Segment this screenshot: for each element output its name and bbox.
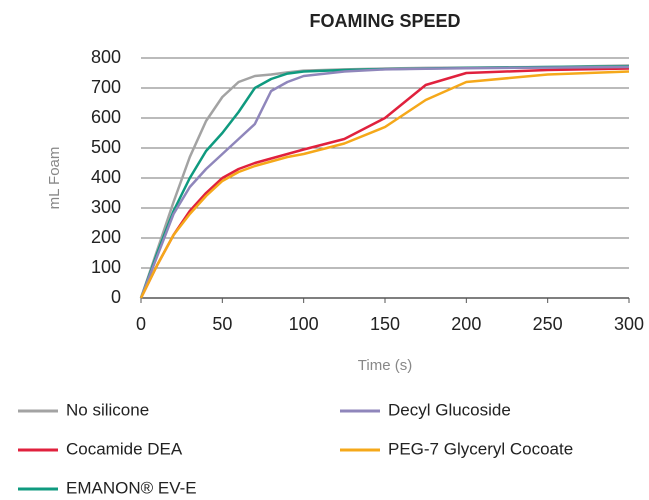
x-tick-label: 0 <box>136 314 146 334</box>
y-tick-label: 700 <box>91 77 121 97</box>
y-tick-label: 600 <box>91 107 121 127</box>
legend-label: No silicone <box>66 400 149 419</box>
legend-label: PEG-7 Glyceryl Cocoate <box>388 439 573 458</box>
x-tick-label: 300 <box>614 314 644 334</box>
y-tick-label: 200 <box>91 227 121 247</box>
series-line <box>139 65 630 299</box>
x-tick-label: 150 <box>370 314 400 334</box>
legend-label: Decyl Glucoside <box>388 400 511 419</box>
series-line <box>139 67 630 299</box>
y-axis-label: mL Foam <box>46 147 63 210</box>
y-tick-label: 500 <box>91 137 121 157</box>
legend-label: Cocamide DEA <box>66 439 183 458</box>
series-line <box>139 70 630 299</box>
x-tick-label: 200 <box>451 314 481 334</box>
x-tick-label: 250 <box>533 314 563 334</box>
y-tick-label: 300 <box>91 197 121 217</box>
y-tick-label: 100 <box>91 257 121 277</box>
x-tick-label: 50 <box>212 314 232 334</box>
y-tick-label: 0 <box>111 287 121 307</box>
series-line <box>139 65 630 299</box>
x-tick-label: 100 <box>289 314 319 334</box>
chart-title: FOAMING SPEED <box>309 11 460 31</box>
y-tick-label: 800 <box>91 47 121 67</box>
x-axis-label: Time (s) <box>358 357 412 374</box>
legend-label: EMANON® EV-E <box>66 478 197 497</box>
y-tick-label: 400 <box>91 167 121 187</box>
series-line <box>139 64 630 299</box>
